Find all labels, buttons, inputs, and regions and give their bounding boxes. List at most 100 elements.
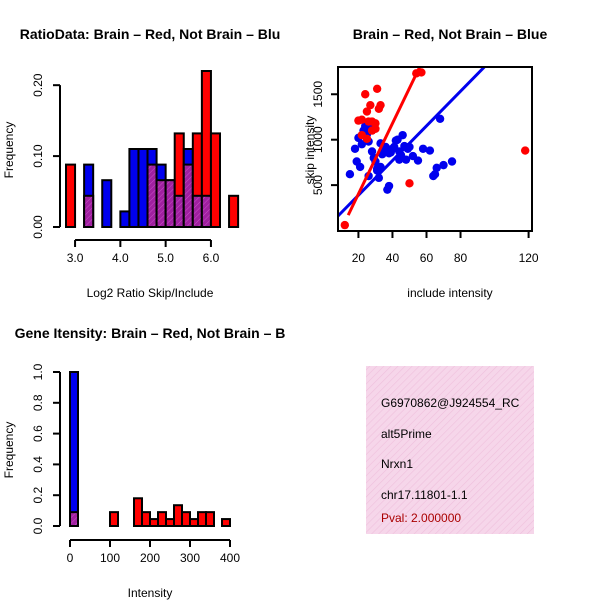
ratio-hist-bar-overlap bbox=[164, 179, 176, 228]
scatter-point-brain bbox=[340, 220, 350, 230]
scatter-axes: 20 40 60 80 120 500 1000 1500 bbox=[311, 81, 539, 265]
scatter-point-not-brain bbox=[413, 156, 423, 165]
intensity-hist-bar-overlap bbox=[69, 511, 79, 528]
scatter-x-tick-label: 60 bbox=[420, 251, 434, 265]
intensity-hist-bar-red bbox=[181, 511, 191, 528]
info-pval: Pval: 2.000000 bbox=[381, 511, 461, 525]
intensity-hist-y-tick-label: 0.2 bbox=[31, 487, 45, 504]
ratio-hist-bar-overlap bbox=[146, 163, 158, 229]
scatter-x-tick-label: 20 bbox=[352, 251, 366, 265]
intensity-hist-bar-red bbox=[173, 504, 183, 527]
info-location: chr17.11801-1.1 bbox=[381, 488, 468, 502]
intensity-histogram-axes: 0 100 200 300 400 0.0 0.2 0.4 0.6 0.8 1.0 bbox=[31, 363, 240, 565]
info-event-id: G6970862@J924554_RC bbox=[381, 396, 520, 410]
scatter-point-brain bbox=[361, 90, 370, 99]
intensity-scatter: Brain – Red, Not Brain – Blue 20 40 60 80 12… bbox=[303, 26, 547, 300]
scatter-fit-line-brain bbox=[346, 67, 422, 216]
scatter-point-not-brain bbox=[447, 157, 457, 166]
scatter-point-not-brain bbox=[398, 130, 407, 140]
intensity-histogram-ylabel: Frequency bbox=[2, 422, 16, 479]
ratio-histogram-title: RatioData: Brain – Red, Not Brain – Blu bbox=[20, 26, 281, 42]
ratio-hist-bar-overlap bbox=[173, 194, 185, 229]
ratio-hist-bar-blue bbox=[101, 179, 113, 228]
intensity-histogram-title: Gene Itensity: Brain – Red, Not Brain – … bbox=[15, 325, 286, 341]
intensity-hist-y-tick-label: 0.6 bbox=[31, 425, 45, 442]
ratio-hist-y-tick-label: 0.20 bbox=[31, 73, 45, 97]
scatter-point-not-brain bbox=[384, 181, 394, 191]
scatter-point-not-brain bbox=[355, 162, 365, 172]
scatter-point-brain bbox=[372, 84, 382, 94]
info-panel: G6970862@J924554_RC alt5Prime Nrxn1 chr1… bbox=[366, 366, 534, 534]
intensity-hist-bar-red bbox=[133, 497, 143, 527]
ratio-hist-bar-blue bbox=[128, 148, 140, 228]
intensity-hist-bar-red bbox=[149, 518, 159, 528]
intensity-hist-x-tick-label: 200 bbox=[140, 551, 160, 565]
intensity-hist-bar-red bbox=[109, 511, 119, 528]
ratio-hist-bar-red bbox=[65, 163, 77, 229]
ratio-hist-bar-overlap bbox=[83, 194, 95, 229]
intensity-hist-x-tick-label: 300 bbox=[180, 551, 200, 565]
scatter-point-not-brain bbox=[418, 144, 428, 153]
scatter-point-not-brain bbox=[401, 155, 411, 164]
scatter-point-brain bbox=[405, 179, 414, 188]
intensity-hist-bar-red bbox=[197, 511, 207, 528]
info-background bbox=[366, 366, 534, 534]
ratio-hist-bar-overlap bbox=[155, 179, 167, 228]
ratio-histogram-axes: 3.0 4.0 5.0 6.0 0.00 0.10 0.20 bbox=[31, 73, 220, 265]
ratio-hist-y-tick-label: 0.00 bbox=[31, 215, 45, 239]
scatter-x-tick-label: 40 bbox=[386, 251, 400, 265]
intensity-hist-bar-red bbox=[205, 511, 215, 528]
intensity-hist-x-tick-label: 100 bbox=[100, 551, 120, 565]
scatter-point-brain bbox=[362, 107, 372, 116]
intensity-hist-bar-red bbox=[141, 511, 151, 528]
intensity-histogram-bars bbox=[69, 371, 231, 528]
ratio-hist-bar-blue bbox=[119, 210, 131, 228]
intensity-hist-y-tick-label: 0.4 bbox=[31, 456, 45, 473]
ratio-hist-bar-overlap bbox=[182, 163, 194, 229]
scatter-point-brain bbox=[366, 100, 375, 110]
scatter-point-not-brain bbox=[432, 163, 441, 173]
intensity-hist-x-tick-label: 0 bbox=[67, 551, 74, 565]
scatter-point-not-brain bbox=[425, 146, 435, 155]
scatter-point-brain bbox=[362, 134, 372, 143]
ratio-hist-bar-overlap bbox=[200, 194, 212, 229]
ratio-hist-x-tick-label: 6.0 bbox=[203, 251, 220, 265]
ratio-histogram-xlabel: Log2 Ratio Skip/Include bbox=[87, 286, 214, 300]
intensity-hist-bar-red bbox=[189, 518, 199, 528]
scatter-point-not-brain bbox=[350, 144, 360, 153]
scatter-plot-box bbox=[337, 66, 533, 232]
ratio-hist-x-tick-label: 4.0 bbox=[112, 251, 129, 265]
scatter-point-not-brain bbox=[367, 147, 377, 156]
scatter-title: Brain – Red, Not Brain – Blue bbox=[353, 26, 548, 42]
intensity-hist-bar-blue bbox=[69, 371, 79, 527]
scatter-point-not-brain bbox=[435, 114, 445, 123]
intensity-histogram: Gene Itensity: Brain – Red, Not Brain – … bbox=[2, 325, 285, 600]
scatter-y-tick-label: 1500 bbox=[311, 81, 325, 108]
scatter-y-tick-label: 1000 bbox=[311, 126, 325, 153]
scatter-point-brain bbox=[371, 124, 380, 133]
ratio-hist-y-tick-label: 0.10 bbox=[31, 144, 45, 168]
scatter-point-not-brain bbox=[384, 149, 394, 158]
ratio-hist-x-tick-label: 3.0 bbox=[67, 251, 84, 265]
scatter-point-not-brain bbox=[345, 170, 355, 179]
ratio-hist-bar-blue bbox=[137, 148, 149, 228]
scatter-xlabel: include intensity bbox=[407, 286, 492, 300]
intensity-hist-x-tick-label: 400 bbox=[220, 551, 240, 565]
scatter-point-brain bbox=[520, 146, 530, 155]
intensity-hist-y-tick-label: 0.8 bbox=[31, 394, 45, 411]
ratio-histogram: RatioData: Brain – Red, Not Brain – Blu … bbox=[2, 26, 280, 300]
intensity-histogram-xlabel: Intensity bbox=[128, 586, 173, 600]
scatter-y-tick-label: 500 bbox=[311, 175, 325, 195]
intensity-hist-bar-red bbox=[157, 511, 167, 528]
scatter-point-not-brain bbox=[372, 164, 382, 173]
scatter-x-tick-label: 120 bbox=[519, 251, 539, 265]
scatter-point-not-brain bbox=[357, 140, 367, 149]
scatter-x-tick-label: 80 bbox=[454, 251, 468, 265]
ratio-hist-x-tick-label: 5.0 bbox=[157, 251, 174, 265]
info-event-type: alt5Prime bbox=[381, 427, 432, 441]
intensity-hist-y-tick-label: 0.0 bbox=[31, 517, 45, 534]
ratio-histogram-ylabel: Frequency bbox=[2, 122, 16, 179]
scatter-ylabel: skip intensity bbox=[303, 116, 317, 185]
scatter-point-not-brain bbox=[430, 170, 440, 179]
